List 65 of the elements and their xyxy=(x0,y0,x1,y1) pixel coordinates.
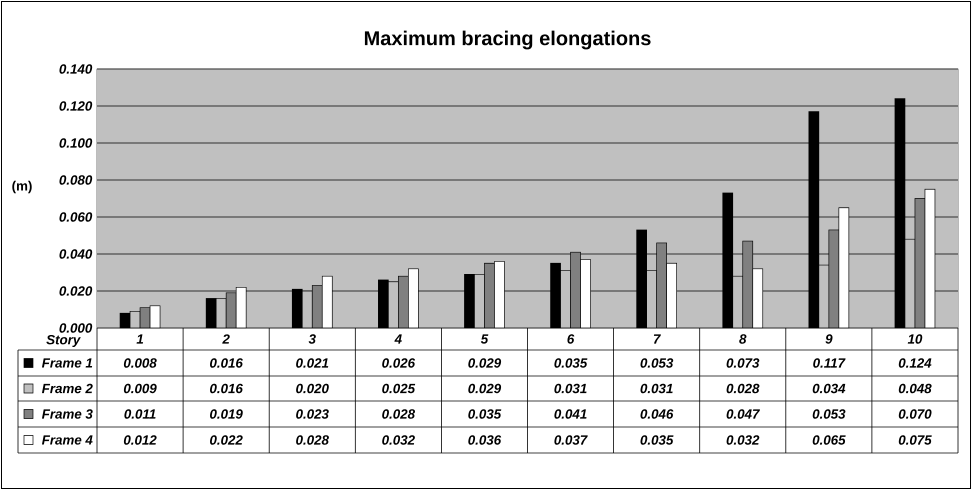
data-label: 0.048 xyxy=(898,384,932,394)
y-tick-label: 0.080 xyxy=(59,175,92,185)
y-tick-label: 0.020 xyxy=(59,286,92,296)
data-label: 0.025 xyxy=(382,384,416,394)
data-label: 0.026 xyxy=(382,358,416,368)
data-label: 0.047 xyxy=(726,409,760,419)
data-label: 0.019 xyxy=(210,409,243,419)
data-label: 0.037 xyxy=(554,435,588,445)
data-label: 0.034 xyxy=(812,384,846,394)
x-tick-label: 4 xyxy=(394,334,402,344)
chart-title: Maximum bracing elongations xyxy=(364,30,651,50)
data-label: 0.053 xyxy=(640,358,674,368)
legend-label: Frame 2 xyxy=(42,384,93,394)
x-tick-label: 10 xyxy=(908,334,922,344)
data-label: 0.124 xyxy=(898,358,932,368)
data-label: 0.075 xyxy=(898,435,932,445)
data-label: 0.009 xyxy=(124,384,157,394)
data-label: 0.012 xyxy=(124,435,157,445)
y-tick-label: 0.060 xyxy=(59,212,92,222)
data-label: 0.035 xyxy=(468,409,502,419)
legend-label: Frame 3 xyxy=(42,409,93,419)
y-tick-label: 0.120 xyxy=(59,101,92,111)
legend-label: Frame 4 xyxy=(42,435,93,445)
x-tick-label: 5 xyxy=(480,334,488,344)
x-tick-label: 1 xyxy=(136,334,144,344)
data-label: 0.035 xyxy=(640,435,674,445)
data-label: 0.029 xyxy=(468,384,502,394)
data-label: 0.023 xyxy=(296,409,329,419)
y-tick-label: 0.100 xyxy=(59,138,92,148)
data-label: 0.036 xyxy=(468,435,502,445)
data-label: 0.029 xyxy=(468,358,502,368)
data-label: 0.020 xyxy=(296,384,329,394)
data-label: 0.046 xyxy=(640,409,674,419)
data-label: 0.073 xyxy=(726,358,760,368)
data-label: 0.117 xyxy=(813,358,846,368)
data-label: 0.031 xyxy=(640,384,673,394)
x-axis-title: Story xyxy=(46,334,81,348)
data-label: 0.021 xyxy=(296,358,328,368)
data-label: 0.065 xyxy=(812,435,846,445)
y-tick-label: 0.040 xyxy=(59,249,92,259)
x-tick-label: 9 xyxy=(825,334,833,344)
data-label: 0.011 xyxy=(124,409,156,419)
x-tick-label: 7 xyxy=(654,334,661,344)
data-label: 0.028 xyxy=(382,409,416,419)
x-tick-label: 2 xyxy=(222,334,230,344)
data-label: 0.022 xyxy=(210,435,243,445)
data-label: 0.016 xyxy=(210,358,243,368)
data-label: 0.031 xyxy=(554,384,587,394)
legend-label: Frame 1 xyxy=(42,358,92,368)
x-tick-label: 6 xyxy=(567,334,574,344)
data-label: 0.008 xyxy=(124,358,157,368)
data-label: 0.028 xyxy=(726,384,760,394)
y-axis-title: (m) xyxy=(12,180,32,194)
data-label: 0.041 xyxy=(554,409,587,419)
data-label: 0.032 xyxy=(382,435,415,445)
y-tick-label: 0.140 xyxy=(59,64,92,74)
x-tick-label: 8 xyxy=(739,334,746,344)
data-label: 0.035 xyxy=(554,358,588,368)
data-label: 0.032 xyxy=(726,435,760,445)
data-label: 0.028 xyxy=(296,435,329,445)
data-label: 0.016 xyxy=(210,384,243,394)
y-tick-label: 0.000 xyxy=(59,323,92,333)
data-label: 0.053 xyxy=(812,409,846,419)
x-tick-label: 3 xyxy=(308,334,316,344)
data-label: 0.070 xyxy=(898,409,932,419)
